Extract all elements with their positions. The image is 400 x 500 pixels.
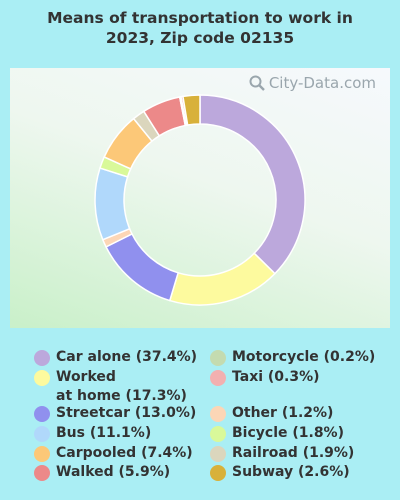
legend-swatch xyxy=(34,370,50,386)
legend-label: Worked at home (17.3%) xyxy=(56,369,187,404)
legend-item: Worked at home (17.3%) xyxy=(34,368,187,406)
chart-title-line2: 2023, Zip code 02135 xyxy=(105,29,295,47)
legend-item: Carpooled (7.4%) xyxy=(34,444,193,463)
legend-item: Streetcar (13.0%) xyxy=(34,404,196,423)
legend-swatch xyxy=(34,426,50,442)
legend-swatch xyxy=(210,406,226,422)
donut-slice-subway xyxy=(182,94,201,126)
legend-swatch xyxy=(34,446,50,462)
legend-swatch xyxy=(210,446,226,462)
legend-swatch xyxy=(210,426,226,442)
legend-swatch xyxy=(34,406,50,422)
legend-item: Car alone (37.4%) xyxy=(34,348,197,367)
legend-swatch xyxy=(210,350,226,366)
legend-label: Railroad (1.9%) xyxy=(232,445,355,461)
legend-item: Bus (11.1%) xyxy=(34,424,151,443)
legend-item: Subway (2.6%) xyxy=(210,463,350,482)
legend: Car alone (37.4%) Worked at home (17.3%) St… xyxy=(0,344,400,494)
donut-slice-streetcar xyxy=(105,232,180,302)
legend-label: Bus (11.1%) xyxy=(56,425,152,441)
legend-label: Taxi (0.3%) xyxy=(232,369,320,385)
legend-item: Walked (5.9%) xyxy=(34,463,170,482)
watermark: City-Data.com xyxy=(249,74,376,92)
donut-chart xyxy=(94,94,306,306)
legend-label: Streetcar (13.0%) xyxy=(56,405,197,421)
legend-label: Other (1.2%) xyxy=(232,405,334,421)
legend-label: Motorcycle (0.2%) xyxy=(232,349,376,365)
legend-item: Bicycle (1.8%) xyxy=(210,424,344,443)
legend-label: Walked (5.9%) xyxy=(56,464,171,480)
legend-item: Other (1.2%) xyxy=(210,404,333,423)
legend-item: Taxi (0.3%) xyxy=(210,368,320,387)
legend-label: Car alone (37.4%) xyxy=(56,349,198,365)
donut-slice-bus xyxy=(94,167,131,241)
legend-swatch xyxy=(34,350,50,366)
chart-title-line1: Means of transportation to work in xyxy=(47,9,353,27)
legend-label: Bicycle (1.8%) xyxy=(232,425,344,441)
legend-item: Railroad (1.9%) xyxy=(210,444,354,463)
legend-swatch xyxy=(210,370,226,386)
legend-label: Carpooled (7.4%) xyxy=(56,445,193,461)
chart-title: Means of transportation to work in 2023,… xyxy=(0,8,400,48)
legend-label: Subway (2.6%) xyxy=(232,464,350,480)
watermark-text: City-Data.com xyxy=(268,74,376,92)
donut-slice-worked-at-home xyxy=(168,252,276,306)
legend-swatch xyxy=(210,465,226,481)
plot-area: City-Data.com xyxy=(10,68,390,328)
magnifier-icon xyxy=(249,75,265,91)
legend-swatch xyxy=(34,465,50,481)
donut-slice-car-alone xyxy=(199,94,306,275)
legend-item: Motorcycle (0.2%) xyxy=(210,348,375,367)
